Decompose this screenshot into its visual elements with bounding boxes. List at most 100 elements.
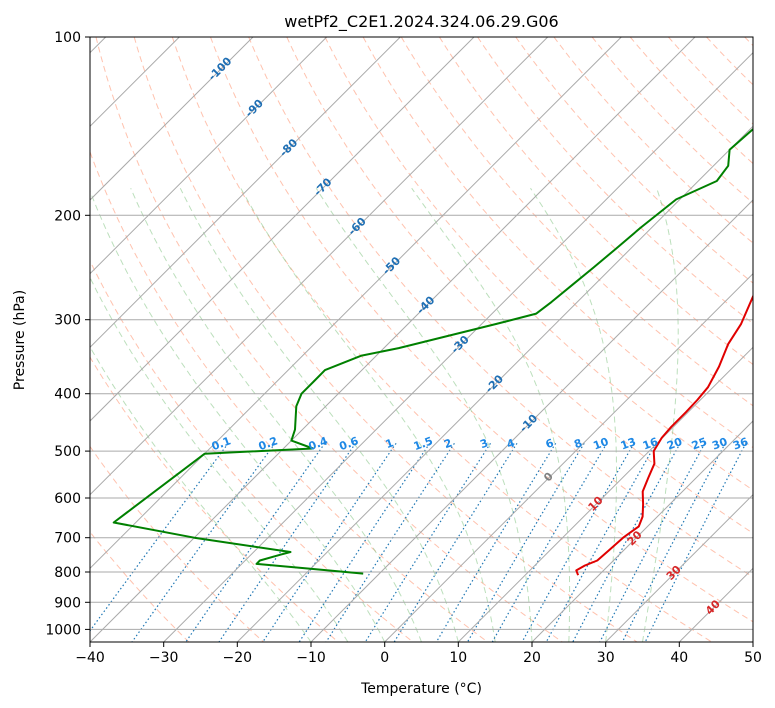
plot-frame: [89, 36, 754, 643]
mixing-ratio-label: 25: [690, 435, 709, 452]
x-tick-label: −20: [223, 650, 253, 666]
mixing-ratio-line: [599, 443, 706, 642]
y-tick-label: 700: [54, 531, 81, 547]
y-tick-label: 400: [54, 387, 81, 403]
mixing-ratio-label: 13: [619, 435, 638, 452]
dry-adiabat-line: [90, 356, 339, 642]
mixing-ratio-line: [218, 442, 357, 642]
mixing-ratio-line: [621, 443, 726, 642]
mixing-ratio-line: [90, 442, 229, 632]
mixing-ratio-label: 4: [505, 436, 517, 451]
y-tick-label: 200: [54, 208, 81, 224]
x-tick-label: 0: [380, 650, 389, 666]
mixing-ratio-label: 20: [665, 435, 684, 453]
isotherm-line: [90, 37, 696, 642]
mixing-ratio-line: [325, 442, 455, 642]
x-tick-label: 40: [670, 650, 688, 666]
moist-adiabat-line: [411, 187, 571, 642]
chart-title: wetPf2_C2E1.2024.324.06.29.G06: [284, 12, 558, 32]
mixing-ratio-line: [644, 443, 747, 642]
profile-lines: [112, 127, 753, 576]
dry-adiabat-line: [286, 37, 753, 534]
moist-adiabat-line: [130, 187, 422, 642]
dry-adiabat-line: [553, 37, 753, 244]
mixing-ratio-label: 3: [478, 436, 490, 451]
mixing-ratio-label: 0.4: [307, 434, 330, 453]
x-tick-label: −10: [296, 650, 326, 666]
dry-adiabat-line: [90, 150, 488, 642]
mixing-ratio-line: [262, 442, 397, 642]
mixing-ratio-line: [131, 442, 276, 642]
moist-adiabat-line: [90, 189, 386, 642]
isotherm-line: [90, 37, 475, 422]
dry-adiabat-line: [591, 37, 753, 204]
y-tick-label: 600: [54, 491, 81, 507]
dry-adiabat-line: [248, 37, 753, 578]
dry-adiabat-line: [400, 37, 753, 407]
isotherm-line: [90, 37, 549, 496]
isotherm-line: [384, 272, 753, 642]
isotherm-line: [531, 420, 753, 642]
mixing-ratio-label: 0.6: [338, 434, 361, 453]
mixing-ratio-line: [466, 442, 585, 642]
mixing-ratio-line: [545, 443, 657, 642]
dry-adiabat-line: [324, 37, 753, 491]
mixing-ratio-line: [185, 442, 326, 642]
dry-adiabat-line: [210, 37, 753, 623]
dry-adiabat-line: [171, 37, 712, 642]
isotherm-grid: [90, 37, 753, 642]
mixing-ratio-label: 30: [710, 435, 729, 453]
y-axis-title: Pressure (hPa): [12, 290, 28, 390]
dry-adiabat-line: [95, 37, 563, 642]
y-tick-label: 500: [54, 444, 81, 460]
mixing-ratio-line: [393, 442, 518, 642]
y-axis-ticks: 100 200 300 400 500 600 700 800 900 1000: [45, 30, 90, 638]
x-axis-ticks: −40 −30 −20 −10 0 10 20 30 40 50: [75, 642, 762, 666]
moist-adiabat-line: [315, 187, 533, 642]
isotherm-line: [310, 199, 753, 642]
dry-adiabat-line: [90, 259, 414, 642]
moist-adiabat-line: [642, 188, 679, 642]
dewpoint-profile-line: [112, 127, 753, 575]
dry-adiabat-line: [438, 37, 753, 366]
y-tick-label: 900: [54, 595, 81, 611]
temperature-profile-line: [575, 294, 753, 576]
mixing-ratio-label: 1.5: [412, 434, 435, 453]
mixing-ratio-label: 16: [641, 435, 660, 453]
moist-adiabat-line: [530, 187, 617, 642]
y-tick-label: 1000: [45, 622, 81, 638]
mixing-ratio-label: 36: [731, 435, 750, 453]
isotherm-line: [605, 493, 753, 642]
plot-background: [90, 37, 753, 642]
mixing-ratio-label: 8: [572, 436, 584, 451]
dry-adiabat-line: [90, 445, 264, 642]
y-tick-label: 100: [54, 30, 81, 46]
mixing-ratio-label: 0.2: [257, 434, 280, 453]
mixing-ratio-line: [435, 442, 557, 642]
y-tick-label: 800: [54, 565, 81, 581]
line-labels: 0.1 0.2 0.4 0.6 1 1.5 2 3 4 6 8 10 13 16 20 25 30 36-100-…: [206, 54, 751, 617]
y-tick-label: 300: [54, 313, 81, 329]
moist-adiabat-line: [240, 187, 496, 642]
isotherm-line: [90, 37, 254, 201]
mixing-ratio-label: 6: [544, 436, 556, 451]
moist-adiabat-line: [90, 276, 349, 642]
dry-adiabat-line: [133, 37, 638, 642]
mixing-ratio-label: 1: [384, 436, 396, 451]
isotherm-line: [457, 346, 753, 642]
x-tick-label: 50: [744, 650, 762, 666]
mixing-ratio-label: 2: [442, 436, 454, 451]
x-axis-title: Temperature (°C): [360, 681, 482, 697]
mixing-ratio-line: [572, 443, 681, 642]
x-tick-label: −40: [75, 650, 105, 666]
isotherm-line: [90, 37, 401, 349]
x-tick-label: 30: [597, 650, 615, 666]
x-tick-label: −30: [149, 650, 179, 666]
isotherm-line: [236, 125, 753, 642]
mixing-ratio-label: 0.1: [210, 434, 233, 453]
moist-adiabat-line: [179, 187, 459, 642]
isotherm-line: [163, 51, 753, 642]
x-tick-label: 10: [449, 650, 467, 666]
x-tick-label: 20: [523, 650, 541, 666]
